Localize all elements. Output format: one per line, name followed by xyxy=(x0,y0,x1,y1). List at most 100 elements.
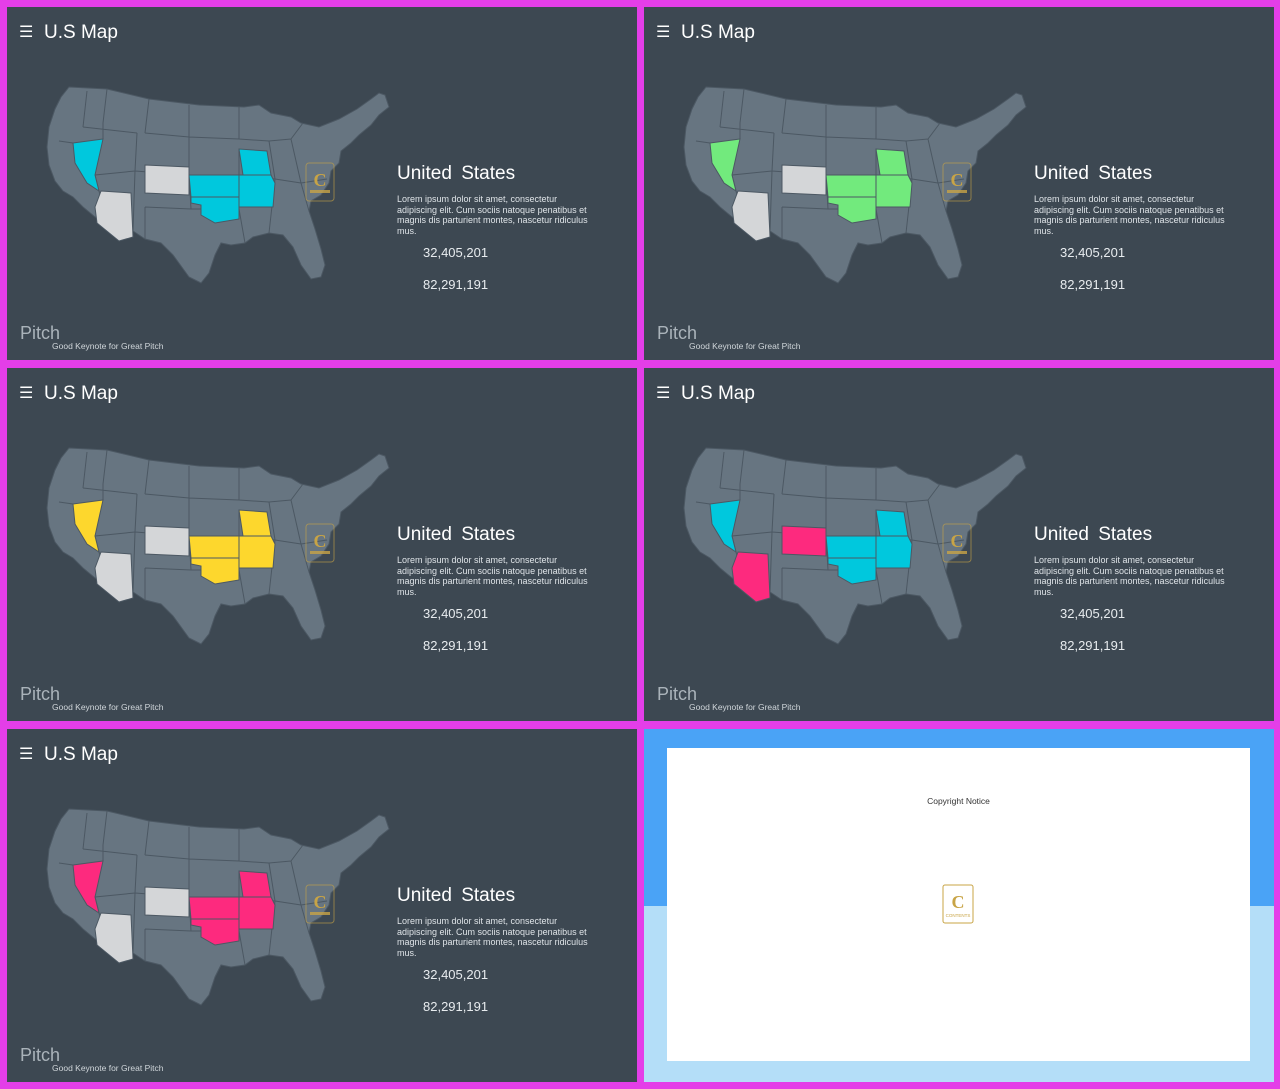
logo-letter: C xyxy=(952,892,965,912)
tagline-text: Good Keynote for Great Pitch xyxy=(689,341,801,351)
state-kansas[interactable] xyxy=(825,174,877,198)
state-iowa[interactable] xyxy=(238,509,272,537)
info-panel: United States Lorem ipsum dolor sit amet… xyxy=(1034,163,1234,292)
brand-logo: Pitch xyxy=(657,684,698,704)
slide-header: ☰ U.S Map xyxy=(656,19,755,47)
copyright-title: Copyright Notice xyxy=(927,796,990,806)
state-wyoming[interactable] xyxy=(781,164,827,196)
slide-title: U.S Map xyxy=(44,744,118,765)
state-oklahoma[interactable] xyxy=(190,557,240,585)
state-oklahoma[interactable] xyxy=(190,196,240,224)
slide-header: ☰ U.S Map xyxy=(19,741,118,769)
state-arizona[interactable] xyxy=(731,190,771,242)
stat-population: 32,405,201 xyxy=(423,606,489,621)
slide-header: ☰ U.S Map xyxy=(656,380,755,408)
stat-secondary: 82,291,191 xyxy=(423,277,489,292)
country-heading: United States xyxy=(397,524,516,545)
state-nevada[interactable] xyxy=(709,138,741,193)
us-map xyxy=(683,86,1027,284)
state-kansas[interactable] xyxy=(188,896,240,920)
slide-header: ☰ U.S Map xyxy=(19,380,118,408)
contents-logo-icon: C xyxy=(305,162,335,202)
copyright-paper: Copyright Notice C CONTENTS xyxy=(667,748,1250,1061)
state-nevada[interactable] xyxy=(709,499,741,554)
state-kansas[interactable] xyxy=(188,535,240,559)
us-map xyxy=(46,86,390,284)
contents-logo-icon: C xyxy=(942,523,972,563)
state-oklahoma[interactable] xyxy=(827,196,877,224)
menu-icon[interactable]: ☰ xyxy=(19,24,34,41)
state-missouri[interactable] xyxy=(238,174,276,208)
brand-logo: Pitch xyxy=(20,323,61,343)
us-map xyxy=(46,447,390,645)
country-heading: United States xyxy=(1034,163,1153,184)
state-kansas[interactable] xyxy=(188,174,240,198)
state-iowa[interactable] xyxy=(238,870,272,898)
tagline-text: Good Keynote for Great Pitch xyxy=(52,341,164,351)
stat-population: 32,405,201 xyxy=(423,245,489,260)
state-missouri[interactable] xyxy=(875,535,913,569)
contents-logo-icon: C xyxy=(305,884,335,924)
brand-logo: Pitch xyxy=(20,684,61,704)
description-text: Lorem ipsum dolor sit amet, consectetur … xyxy=(397,555,588,597)
state-arizona[interactable] xyxy=(94,551,134,603)
tagline-text: Good Keynote for Great Pitch xyxy=(52,1063,164,1073)
state-missouri[interactable] xyxy=(238,535,276,569)
state-nevada[interactable] xyxy=(72,860,104,915)
state-wyoming[interactable] xyxy=(144,164,190,196)
map-slide[interactable]: ☰ U.S Map C United States Lorem xyxy=(7,368,637,721)
state-nevada[interactable] xyxy=(72,499,104,554)
state-arizona[interactable] xyxy=(94,912,134,964)
state-iowa[interactable] xyxy=(875,509,909,537)
slide-title: U.S Map xyxy=(681,22,755,43)
stat-secondary: 82,291,191 xyxy=(423,999,489,1014)
state-wyoming[interactable] xyxy=(144,886,190,918)
map-slide[interactable]: ☰ U.S Map C United States Lorem xyxy=(7,7,637,360)
state-arizona[interactable] xyxy=(731,551,771,603)
state-wyoming[interactable] xyxy=(781,525,827,557)
tagline-text: Good Keynote for Great Pitch xyxy=(689,702,801,712)
stat-population: 32,405,201 xyxy=(423,967,489,982)
svg-text:C: C xyxy=(314,170,327,190)
map-slide[interactable]: ☰ U.S Map C United States Lorem xyxy=(7,729,637,1082)
state-wyoming[interactable] xyxy=(144,525,190,557)
state-iowa[interactable] xyxy=(238,148,272,176)
menu-icon[interactable]: ☰ xyxy=(656,385,671,402)
info-panel: United States Lorem ipsum dolor sit amet… xyxy=(1034,524,1234,653)
menu-icon[interactable]: ☰ xyxy=(19,385,34,402)
map-slide[interactable]: ☰ U.S Map C United States Lorem xyxy=(644,7,1274,360)
country-heading: United States xyxy=(1034,524,1153,545)
state-nevada[interactable] xyxy=(72,138,104,193)
state-arizona[interactable] xyxy=(94,190,134,242)
description-text: Lorem ipsum dolor sit amet, consectetur … xyxy=(1034,555,1225,597)
info-panel: United States Lorem ipsum dolor sit amet… xyxy=(397,524,597,653)
svg-text:C: C xyxy=(951,531,964,551)
slide-header: ☰ U.S Map xyxy=(19,19,118,47)
stat-secondary: 82,291,191 xyxy=(1060,277,1126,292)
slide-title: U.S Map xyxy=(44,383,118,404)
svg-text:C: C xyxy=(314,531,327,551)
contents-logo-icon: C xyxy=(305,523,335,563)
svg-text:C: C xyxy=(951,170,964,190)
map-slide[interactable]: ☰ U.S Map C United States Lorem xyxy=(644,368,1274,721)
brand-logo: Pitch xyxy=(657,323,698,343)
brand-logo: Pitch xyxy=(20,1045,61,1065)
state-missouri[interactable] xyxy=(238,896,276,930)
state-iowa[interactable] xyxy=(875,148,909,176)
stat-secondary: 82,291,191 xyxy=(1060,638,1126,653)
state-kansas[interactable] xyxy=(825,535,877,559)
menu-icon[interactable]: ☰ xyxy=(19,746,34,763)
state-oklahoma[interactable] xyxy=(190,918,240,946)
copyright-slide[interactable]: Copyright Notice C CONTENTS xyxy=(644,729,1274,1082)
state-missouri[interactable] xyxy=(875,174,913,208)
us-map xyxy=(46,808,390,1006)
contents-logo-icon: C CONTENTS xyxy=(942,884,974,924)
info-panel: United States Lorem ipsum dolor sit amet… xyxy=(397,885,597,1014)
slide-title: U.S Map xyxy=(44,22,118,43)
stat-population: 32,405,201 xyxy=(1060,606,1126,621)
us-map xyxy=(683,447,1027,645)
country-heading: United States xyxy=(397,885,516,906)
state-oklahoma[interactable] xyxy=(827,557,877,585)
logo-text: CONTENTS xyxy=(946,913,971,918)
menu-icon[interactable]: ☰ xyxy=(656,24,671,41)
